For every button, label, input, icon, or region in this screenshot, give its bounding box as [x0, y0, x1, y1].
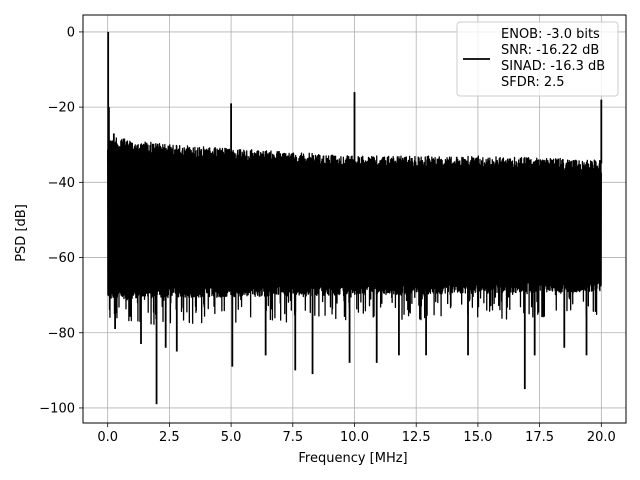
psd-trace [107, 137, 602, 325]
y-axis: 0 −20 −40 −60 −80 −100 [39, 25, 83, 416]
y-tick-label: −100 [39, 401, 75, 416]
y-tick-label: −40 [48, 176, 75, 191]
x-tick-label: 7.5 [282, 430, 303, 445]
x-tick-label: 15.0 [463, 430, 492, 445]
y-tick-label: −80 [48, 326, 75, 341]
y-tick-label: −60 [48, 251, 75, 266]
y-tick-label: 0 [67, 25, 75, 40]
x-tick-label: 10.0 [340, 430, 369, 445]
legend-entry-line: SFDR: 2.5 [501, 75, 565, 90]
y-axis-label: PSD [dB] [14, 204, 29, 262]
plot-area [107, 31, 603, 405]
y-tick-label: −20 [48, 101, 75, 116]
x-axis-label: Frequency [MHz] [298, 451, 407, 466]
x-tick-label: 20.0 [587, 430, 616, 445]
legend-entry-line: ENOB: -3.0 bits [501, 27, 600, 42]
x-tick-label: 5.0 [221, 430, 242, 445]
x-tick-label: 17.5 [525, 430, 554, 445]
legend-entry-line: SINAD: -16.3 dB [501, 59, 605, 74]
x-tick-label: 12.5 [402, 430, 431, 445]
x-tick-label: 2.5 [159, 430, 180, 445]
legend-box [456, 21, 619, 97]
x-tick-label: 0.0 [97, 430, 118, 445]
legend-entry-line: SNR: -16.22 dB [501, 43, 599, 58]
x-axis: 0.0 2.5 5.0 7.5 10.0 12.5 15.0 17.5 20.0 [97, 423, 616, 445]
